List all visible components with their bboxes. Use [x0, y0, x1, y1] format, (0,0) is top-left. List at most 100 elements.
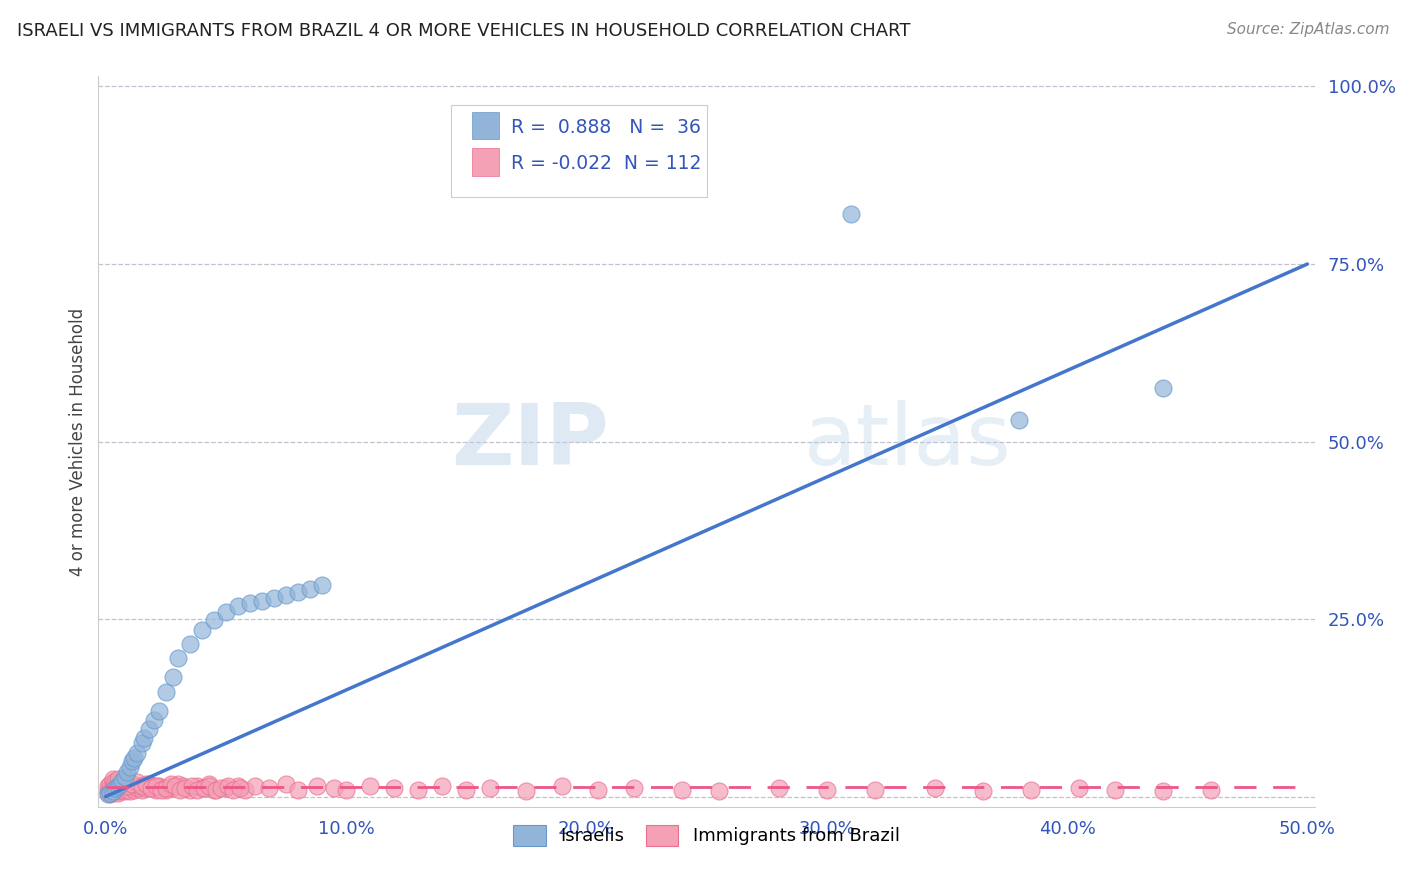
- Text: ZIP: ZIP: [451, 400, 609, 483]
- Point: [107, 786, 129, 800]
- Point: [100, 781, 122, 796]
- Point: [104, 774, 127, 789]
- Point: [215, 605, 238, 619]
- Point: [191, 623, 214, 637]
- Point: [111, 775, 134, 789]
- Point: [172, 779, 194, 793]
- Point: [117, 764, 139, 779]
- Point: [193, 781, 215, 796]
- Point: [124, 779, 146, 793]
- Point: [430, 779, 453, 793]
- Point: [551, 779, 574, 793]
- Point: [131, 779, 153, 793]
- Point: [155, 684, 177, 698]
- Point: [104, 781, 127, 796]
- Point: [155, 782, 177, 797]
- Point: [107, 772, 129, 786]
- Point: [148, 705, 170, 719]
- Point: [141, 781, 163, 796]
- Point: [97, 779, 120, 793]
- Point: [359, 779, 381, 793]
- Point: [128, 779, 150, 793]
- Point: [274, 777, 297, 791]
- Point: [166, 777, 188, 791]
- Point: [287, 782, 309, 797]
- Point: [179, 782, 201, 797]
- Bar: [472, 148, 499, 176]
- Point: [118, 779, 141, 793]
- Point: [166, 651, 188, 665]
- Text: ISRAELI VS IMMIGRANTS FROM BRAZIL 4 OR MORE VEHICLES IN HOUSEHOLD CORRELATION CH: ISRAELI VS IMMIGRANTS FROM BRAZIL 4 OR M…: [17, 22, 910, 40]
- Point: [671, 782, 693, 797]
- Point: [311, 578, 333, 592]
- Point: [111, 774, 134, 789]
- Point: [107, 782, 129, 797]
- Point: [117, 779, 139, 793]
- Point: [117, 777, 139, 791]
- Point: [125, 781, 148, 796]
- Point: [1199, 782, 1222, 797]
- Point: [155, 781, 177, 796]
- Point: [107, 775, 129, 789]
- Point: [181, 779, 204, 793]
- Point: [121, 754, 143, 768]
- Point: [274, 588, 297, 602]
- Point: [257, 781, 280, 796]
- Point: [972, 784, 994, 798]
- Point: [124, 750, 146, 764]
- Point: [97, 782, 120, 797]
- Point: [839, 207, 862, 221]
- Point: [108, 777, 131, 791]
- Point: [111, 782, 134, 797]
- Point: [815, 782, 838, 797]
- FancyBboxPatch shape: [451, 105, 707, 196]
- Point: [149, 782, 172, 797]
- Point: [174, 781, 197, 796]
- Point: [202, 614, 225, 628]
- Point: [287, 585, 309, 599]
- Point: [121, 777, 143, 791]
- Point: [298, 582, 321, 597]
- Point: [114, 779, 136, 793]
- Point: [108, 781, 131, 796]
- Point: [159, 777, 181, 791]
- Point: [138, 722, 160, 736]
- Point: [263, 591, 285, 605]
- Point: [198, 777, 221, 791]
- Y-axis label: 4 or more Vehicles in Household: 4 or more Vehicles in Household: [69, 308, 87, 575]
- Point: [101, 784, 124, 798]
- Point: [707, 784, 730, 798]
- Point: [179, 637, 201, 651]
- Point: [226, 599, 249, 614]
- Point: [1104, 782, 1126, 797]
- Point: [114, 770, 136, 784]
- Point: [101, 786, 124, 800]
- Point: [100, 777, 122, 791]
- Point: [169, 782, 191, 797]
- Bar: [472, 112, 499, 139]
- Point: [515, 784, 537, 798]
- Point: [118, 784, 141, 798]
- Point: [104, 777, 127, 791]
- Point: [198, 779, 221, 793]
- Point: [135, 777, 157, 791]
- Point: [100, 788, 122, 802]
- Point: [1008, 413, 1031, 427]
- Point: [107, 779, 129, 793]
- Point: [186, 782, 208, 797]
- Point: [124, 782, 146, 797]
- Point: [101, 772, 124, 786]
- Text: atlas: atlas: [804, 400, 1012, 483]
- Point: [233, 782, 256, 797]
- Point: [111, 779, 134, 793]
- Point: [104, 781, 127, 796]
- Point: [101, 775, 124, 789]
- Point: [100, 786, 122, 800]
- Point: [406, 782, 429, 797]
- Point: [131, 736, 153, 750]
- Point: [165, 779, 187, 793]
- Point: [135, 779, 157, 793]
- Point: [243, 779, 266, 793]
- Text: R = -0.022  N = 112: R = -0.022 N = 112: [510, 154, 702, 173]
- Point: [159, 779, 181, 793]
